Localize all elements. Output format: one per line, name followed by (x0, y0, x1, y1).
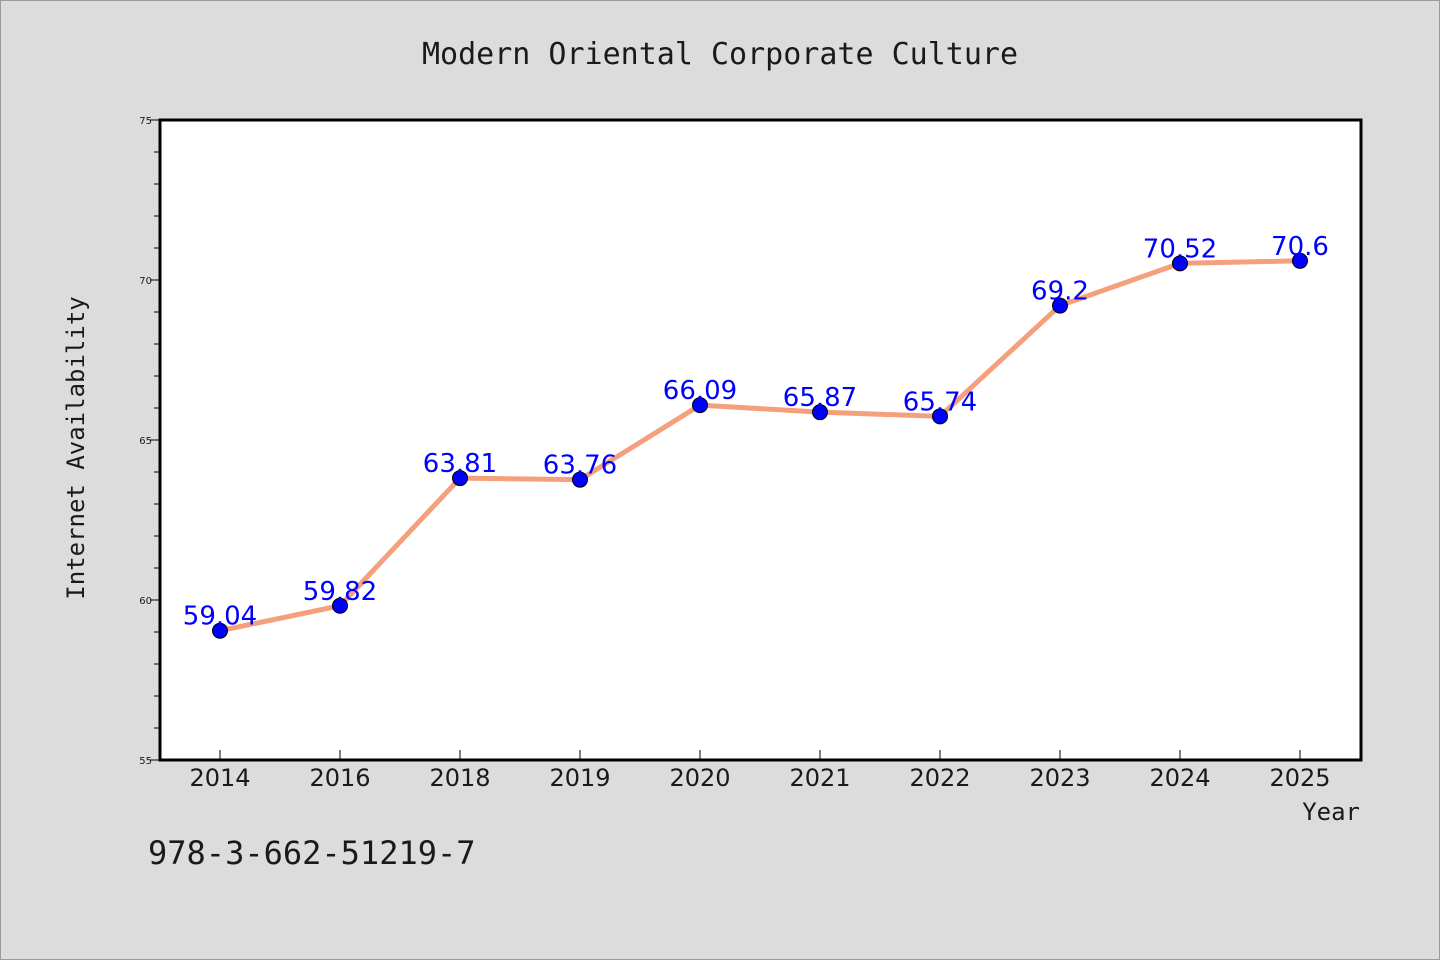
y-tick-label: 75 (139, 116, 152, 127)
data-label: 59.04 (183, 602, 257, 632)
data-labels: 59.04 59.82 63.81 63.76 66.09 65.87 65.74 69.2 7… (183, 232, 1329, 632)
data-point (332, 597, 348, 614)
data-point (212, 622, 228, 639)
data-point (572, 471, 588, 488)
data-label: 69.2 (1031, 277, 1089, 307)
plot-area (158, 118, 1363, 762)
x-tick-label: 2025 (1269, 764, 1330, 792)
data-label: 63.81 (423, 449, 497, 479)
x-axis-label: Year (1302, 798, 1360, 826)
data-point (932, 408, 948, 425)
x-tick-label: 2022 (909, 764, 970, 792)
data-label: 66.09 (663, 376, 737, 406)
data-point (812, 404, 828, 421)
x-tick-label: 2018 (429, 764, 490, 792)
y-axis-label: Internet Availability (62, 296, 90, 599)
data-point (692, 397, 708, 414)
x-tick-label: 2021 (789, 764, 850, 792)
y-tick-label: 60 (139, 596, 152, 607)
x-tick-label: 2024 (1149, 764, 1210, 792)
data-label: 70.6 (1271, 232, 1329, 262)
x-tick-label: 2019 (549, 764, 610, 792)
x-tick-label: 2023 (1029, 764, 1090, 792)
x-tick-label: 2020 (669, 764, 730, 792)
y-tick-label: 65 (139, 436, 152, 447)
data-point (1292, 252, 1308, 269)
x-tick-label: 2014 (189, 764, 250, 792)
data-label: 59.82 (303, 577, 377, 607)
chart-title: Modern Oriental Corporate Culture (422, 37, 1018, 72)
data-label: 65.87 (783, 383, 857, 413)
series-line (217, 258, 1303, 634)
x-tick-label: 2016 (309, 764, 370, 792)
data-point (452, 470, 468, 487)
data-point (1172, 255, 1188, 272)
data-point (1052, 297, 1068, 314)
x-axis: 2014 2016 2018 2019 2020 2021 2022 2023 2024 2025 (189, 750, 1331, 792)
series-markers (212, 252, 1308, 639)
data-label: 70.52 (1143, 234, 1217, 264)
isbn-annotation: 978-3-662-51219-7 (148, 834, 476, 872)
y-tick-label: 55 (139, 756, 152, 767)
data-label: 65.74 (903, 387, 977, 417)
data-label: 63.76 (543, 451, 617, 481)
y-tick-label: 70 (139, 276, 152, 287)
y-axis: 55 60 65 70 75 (139, 116, 160, 767)
